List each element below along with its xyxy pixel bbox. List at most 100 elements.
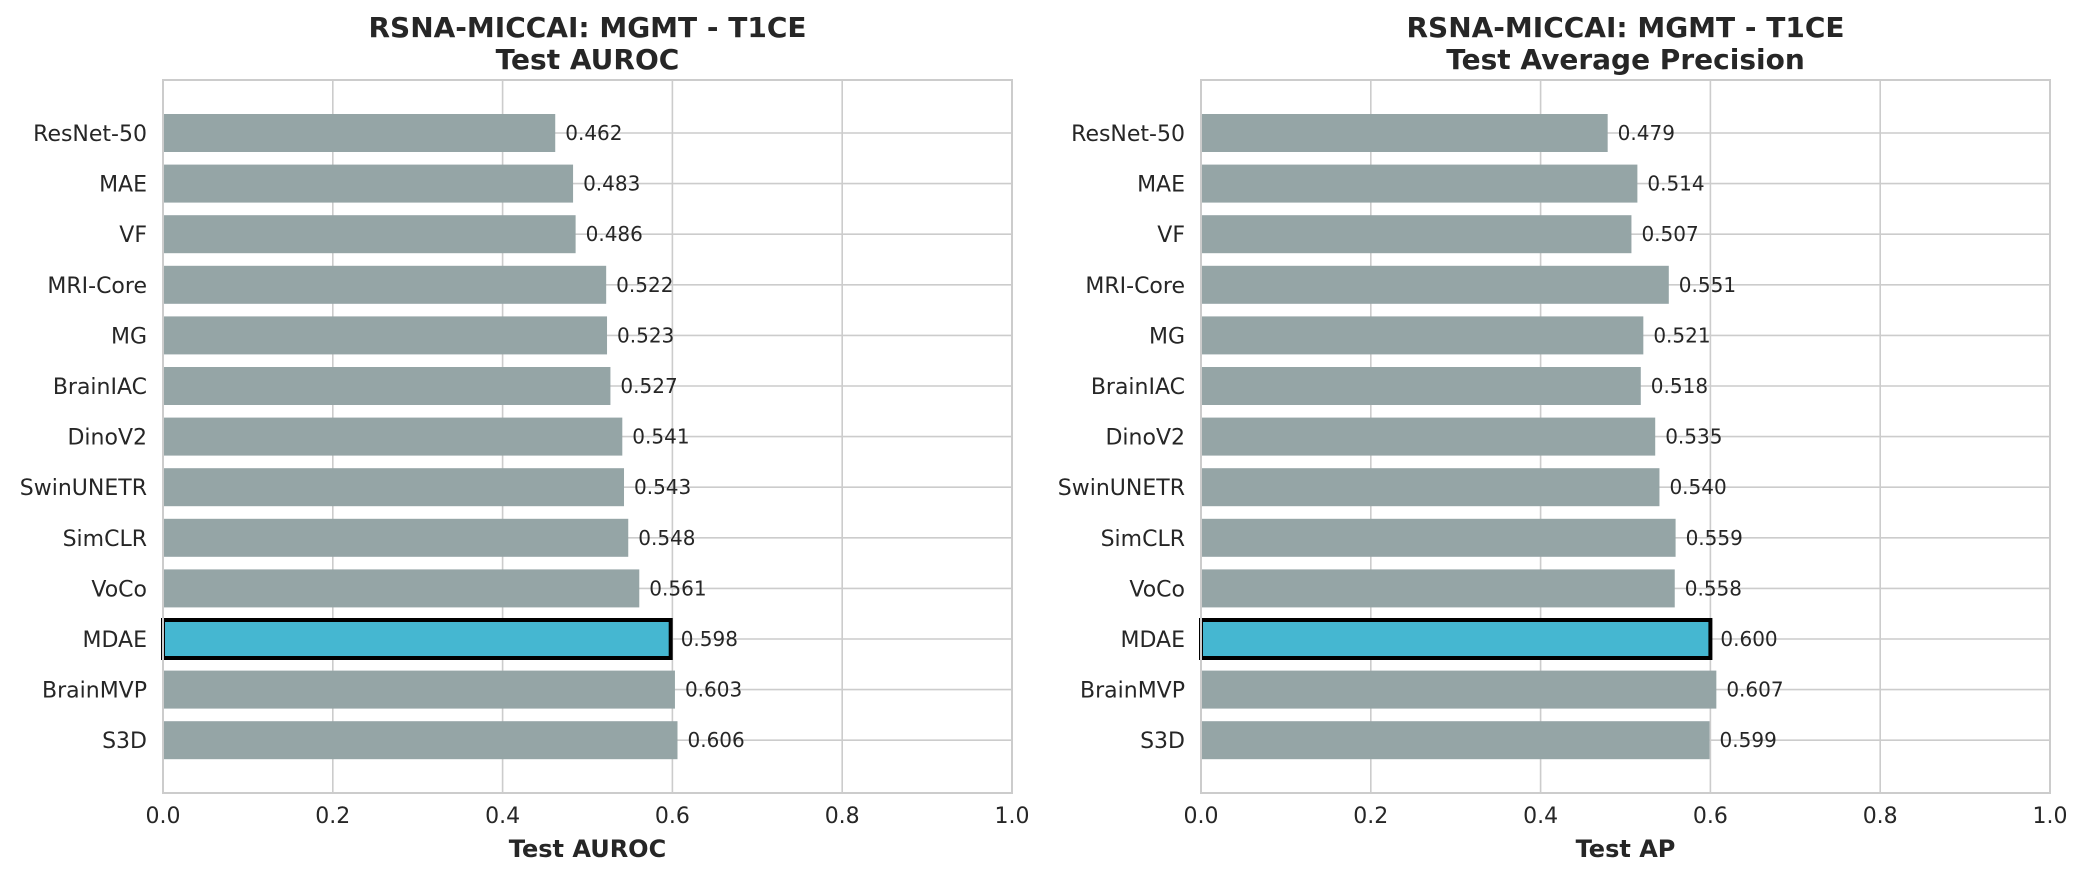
value-label: 0.535 <box>1665 425 1722 449</box>
x-tick-label: 0.8 <box>825 804 860 829</box>
y-tick-label: S3D <box>102 729 147 754</box>
y-tick-label: BrainMVP <box>1080 679 1185 704</box>
chart-title-line-2: Test AUROC <box>496 43 680 76</box>
y-tick-label: VF <box>119 223 147 248</box>
y-tick-label: SimCLR <box>63 527 147 552</box>
y-tick-label: MG <box>111 324 147 349</box>
y-tick-label: DinoV2 <box>1105 426 1185 451</box>
y-tick-label: BrainIAC <box>53 375 147 400</box>
x-tick-label: 0.4 <box>485 804 520 829</box>
x-tick-label: 0.2 <box>315 804 350 829</box>
x-tick-label: 0.6 <box>655 804 690 829</box>
value-label: 0.548 <box>638 526 695 550</box>
bar <box>1201 114 1608 152</box>
bar <box>1201 367 1641 405</box>
x-tick-label: 0.4 <box>1523 804 1558 829</box>
y-tick-label: MRI-Core <box>47 274 147 299</box>
value-label: 0.607 <box>1726 678 1783 702</box>
axes-frame <box>162 79 1013 794</box>
bar <box>1201 164 1638 203</box>
bar <box>163 316 608 355</box>
bar <box>1201 670 1717 709</box>
y-tick-label: VF <box>1157 223 1185 248</box>
y-tick-label: SimCLR <box>1101 527 1185 552</box>
value-label: 0.514 <box>1647 172 1704 196</box>
axes-frame <box>1200 79 2051 794</box>
value-label: 0.540 <box>1669 475 1726 499</box>
y-tick-label: MRI-Core <box>1085 274 1185 299</box>
y-tick-label: DinoV2 <box>67 426 147 451</box>
value-label: 0.598 <box>681 627 738 651</box>
value-label: 0.561 <box>649 576 706 600</box>
value-label: 0.521 <box>1653 323 1710 347</box>
y-tick-label: VoCo <box>91 577 147 602</box>
bar <box>163 215 576 254</box>
y-tick-label: VoCo <box>1129 577 1185 602</box>
value-label: 0.462 <box>565 121 622 145</box>
bar <box>1201 265 1669 304</box>
value-label: 0.486 <box>586 222 643 246</box>
bar <box>1201 721 1710 760</box>
x-tick-label: 0.2 <box>1353 804 1388 829</box>
bar <box>1201 417 1656 456</box>
bar <box>1199 618 1713 660</box>
bar <box>163 468 625 507</box>
value-label: 0.600 <box>1720 627 1777 651</box>
y-tick-label: SwinUNETR <box>20 476 147 501</box>
value-label: 0.541 <box>632 425 689 449</box>
y-tick-label: MG <box>1149 324 1185 349</box>
value-label: 0.543 <box>634 475 691 499</box>
chart-panel-1: 0.462 ResNet-50 0.483 MAE 0.486 VF 0.522 MRI-Co… <box>20 11 1030 863</box>
bar <box>161 618 673 660</box>
value-label: 0.606 <box>687 728 744 752</box>
bar <box>163 518 629 557</box>
chart-title-line-1: RSNA-MICCAI: MGMT - T1CE <box>368 11 806 44</box>
x-tick-label: 0.0 <box>1184 804 1219 829</box>
y-tick-label: SwinUNETR <box>1058 476 1185 501</box>
value-label: 0.559 <box>1686 526 1743 550</box>
y-tick-label: BrainMVP <box>42 679 147 704</box>
chart-title-line-2: Test Average Precision <box>1446 43 1805 76</box>
bar <box>163 569 640 608</box>
value-label: 0.507 <box>1641 222 1698 246</box>
x-tick-label: 1.0 <box>2033 804 2068 829</box>
value-label: 0.551 <box>1679 273 1736 297</box>
bar <box>163 367 611 405</box>
x-tick-label: 0.0 <box>146 804 181 829</box>
x-tick-label: 0.8 <box>1863 804 1898 829</box>
bar <box>163 164 574 203</box>
chart-title-line-1: RSNA-MICCAI: MGMT - T1CE <box>1406 11 1844 44</box>
bar <box>1201 518 1676 557</box>
value-label: 0.479 <box>1618 121 1675 145</box>
x-tick-label: 0.6 <box>1693 804 1728 829</box>
y-tick-label: MDAE <box>1121 628 1186 653</box>
bar <box>1201 215 1632 254</box>
x-axis-label: Test AP <box>1576 835 1676 863</box>
bar <box>163 417 623 456</box>
value-label: 0.527 <box>620 374 677 398</box>
bar <box>163 670 675 709</box>
value-label: 0.483 <box>583 172 640 196</box>
value-label: 0.599 <box>1720 728 1777 752</box>
chart-panel-2: 0.479 ResNet-50 0.514 MAE 0.507 VF 0.551 MRI-Co… <box>1058 11 2068 863</box>
value-label: 0.603 <box>685 678 742 702</box>
bar <box>1201 569 1675 608</box>
bar <box>1201 316 1644 355</box>
y-tick-label: BrainIAC <box>1091 375 1185 400</box>
y-tick-label: MAE <box>1137 173 1185 198</box>
value-label: 0.522 <box>616 273 673 297</box>
bar <box>163 114 556 152</box>
value-label: 0.518 <box>1651 374 1708 398</box>
bar <box>163 265 607 304</box>
x-tick-label: 1.0 <box>995 804 1030 829</box>
bar <box>1201 468 1660 507</box>
y-tick-label: MAE <box>99 173 147 198</box>
value-label: 0.523 <box>617 323 674 347</box>
y-tick-label: ResNet-50 <box>1071 122 1185 147</box>
x-axis-label: Test AUROC <box>509 835 666 863</box>
y-tick-label: ResNet-50 <box>33 122 147 147</box>
y-tick-label: S3D <box>1140 729 1185 754</box>
value-label: 0.558 <box>1685 576 1742 600</box>
y-tick-label: MDAE <box>83 628 148 653</box>
